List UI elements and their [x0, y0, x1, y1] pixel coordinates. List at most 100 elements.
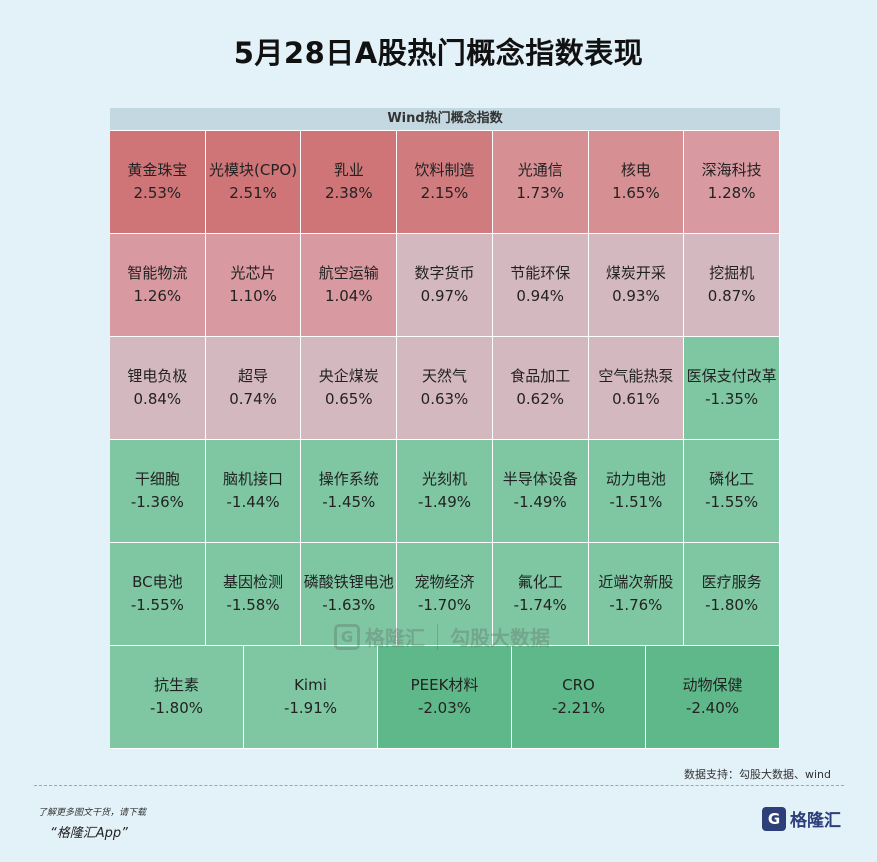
cell-name: 光芯片	[230, 264, 276, 282]
cell-value: 2.38%	[324, 184, 373, 202]
heatmap-cell: 宠物经济 -1.70%	[397, 543, 493, 646]
cell-value: 0.74%	[229, 390, 277, 408]
heatmap-cell: 半导体设备 -1.49%	[492, 440, 589, 543]
heatmap-cell: 挖掘机 0.87%	[684, 234, 780, 337]
cell-value: -1.36%	[130, 493, 184, 511]
cell-name: 智能物流	[127, 264, 188, 282]
heatmap-cell: 磷酸铁锂电池 -1.63%	[301, 543, 398, 646]
heatmap-cell: 脑机接口 -1.44%	[205, 440, 302, 543]
heatmap-cell: 央企煤炭 0.65%	[301, 337, 398, 440]
cell-value: -1.76%	[609, 596, 663, 614]
heatmap-cell: 光模块(CPO) 2.51%	[205, 131, 302, 234]
cell-value: 0.84%	[133, 390, 182, 408]
cell-value: 1.28%	[707, 184, 756, 202]
cell-value: 0.97%	[420, 287, 469, 305]
cell-value: -1.45%	[322, 493, 376, 511]
cell-value: 1.73%	[516, 184, 565, 202]
heatmap-cell: 核电 1.65%	[588, 131, 685, 234]
cell-value: 0.63%	[420, 390, 469, 408]
cell-name: 医保支付改革	[686, 367, 777, 385]
heatmap-cell: 动物保健 -2.40%	[646, 646, 780, 749]
cell-name: 乳业	[333, 161, 364, 179]
heatmap-cell: 基因检测 -1.58%	[205, 543, 302, 646]
cell-value: -1.49%	[417, 493, 472, 511]
app-name-note: “格隆汇App”	[50, 826, 128, 841]
heatmap-cell: Kimi -1.91%	[244, 646, 378, 749]
cell-value: 2.15%	[420, 184, 469, 202]
cell-value: 1.26%	[133, 287, 182, 305]
heatmap-cell: 饮料制造 2.15%	[397, 131, 493, 234]
heatmap-cell: 操作系统 -1.45%	[301, 440, 398, 543]
cell-name: 脑机接口	[223, 470, 284, 488]
heatmap-cell: 锂电负极 0.84%	[110, 337, 206, 440]
cell-value: -1.51%	[609, 493, 663, 511]
cell-name: 光刻机	[421, 470, 467, 488]
cell-value: -1.55%	[130, 596, 184, 614]
cell-name: 央企煤炭	[318, 367, 379, 385]
heatmap-cell: 深海科技 1.28%	[684, 131, 780, 234]
cell-name: 医疗服务	[701, 573, 762, 591]
heatmap-cell: 光芯片 1.10%	[205, 234, 302, 337]
cell-name: 宠物经济	[414, 573, 475, 591]
cell-name: 近端次新股	[598, 573, 674, 591]
heatmap-cell: 磷化工 -1.55%	[684, 440, 780, 543]
cell-name: 锂电负极	[127, 367, 188, 385]
cell-value: 2.51%	[229, 184, 277, 202]
cell-name: Kimi	[294, 676, 327, 694]
heatmap-cell: 医疗服务 -1.80%	[684, 543, 780, 646]
cell-value: 0.94%	[516, 287, 565, 305]
cell-name: 操作系统	[318, 470, 379, 488]
brand-logo: G 格隆汇	[762, 806, 841, 831]
cell-value: 1.65%	[612, 184, 660, 202]
cell-name: 数字货币	[414, 264, 475, 282]
brand-logo-icon: G	[762, 806, 786, 831]
cell-name: BC电池	[132, 573, 183, 591]
cell-name: 动物保健	[682, 676, 743, 694]
cell-value: -1.49%	[513, 493, 567, 511]
cell-name: 挖掘机	[709, 264, 755, 282]
heatmap-cell: 乳业 2.38%	[301, 131, 398, 234]
heatmap-cell: 动力电池 -1.51%	[588, 440, 685, 543]
cell-name: 煤炭开采	[605, 264, 666, 282]
heatmap-cell: 黄金珠宝 2.53%	[110, 131, 206, 234]
cell-name: 超导	[238, 367, 269, 385]
cell-name: 光模块(CPO)	[209, 161, 298, 179]
cell-name: 节能环保	[510, 264, 571, 282]
cell-value: -1.91%	[283, 699, 338, 717]
cell-name: 磷酸铁锂电池	[303, 573, 394, 591]
concept-heatmap: Wind热门概念指数 黄金珠宝 2.53% 光模块(CPO) 2.51% 乳业 2.38%…	[110, 108, 780, 749]
heatmap-cell: 航空运输 1.04%	[301, 234, 398, 337]
heatmap-cell: 抗生素 -1.80%	[110, 646, 244, 749]
cell-value: -1.80%	[149, 699, 204, 717]
cell-value: -1.35%	[705, 390, 759, 408]
cell-value: 0.87%	[707, 287, 756, 305]
brand-name: 格隆汇	[790, 811, 841, 831]
cell-name: 航空运输	[318, 264, 379, 282]
cell-value: -1.74%	[513, 596, 567, 614]
cell-value: 0.62%	[516, 390, 565, 408]
cell-value: 1.04%	[324, 287, 373, 305]
cell-name: 饮料制造	[414, 161, 475, 179]
cell-value: -1.44%	[226, 493, 280, 511]
cell-value: -1.55%	[705, 493, 759, 511]
cell-name: 动力电池	[605, 470, 666, 488]
heatmap-cell: 近端次新股 -1.76%	[588, 543, 685, 646]
cell-name: 抗生素	[153, 676, 199, 694]
heatmap-cell: 光刻机 -1.49%	[397, 440, 493, 543]
cell-name: CRO	[562, 676, 595, 694]
cell-value: 0.93%	[612, 287, 660, 305]
heatmap-header: Wind热门概念指数	[110, 108, 780, 131]
cell-value: 1.10%	[229, 287, 277, 305]
cell-name: PEEK材料	[410, 676, 479, 694]
heatmap-cell: 煤炭开采 0.93%	[588, 234, 685, 337]
cell-name: 干细胞	[134, 470, 180, 488]
cell-name: 基因检测	[223, 573, 284, 591]
cell-name: 空气能热泵	[598, 367, 674, 385]
heatmap-cell: PEEK材料 -2.03%	[378, 646, 512, 749]
cell-name: 光通信	[517, 161, 563, 179]
cell-value: -1.70%	[417, 596, 472, 614]
download-note: 了解更多图文干货，请下载	[38, 808, 147, 818]
heatmap-cell: 数字货币 0.97%	[397, 234, 493, 337]
heatmap-cell: 干细胞 -1.36%	[110, 440, 206, 543]
cell-value: -2.40%	[685, 699, 740, 717]
